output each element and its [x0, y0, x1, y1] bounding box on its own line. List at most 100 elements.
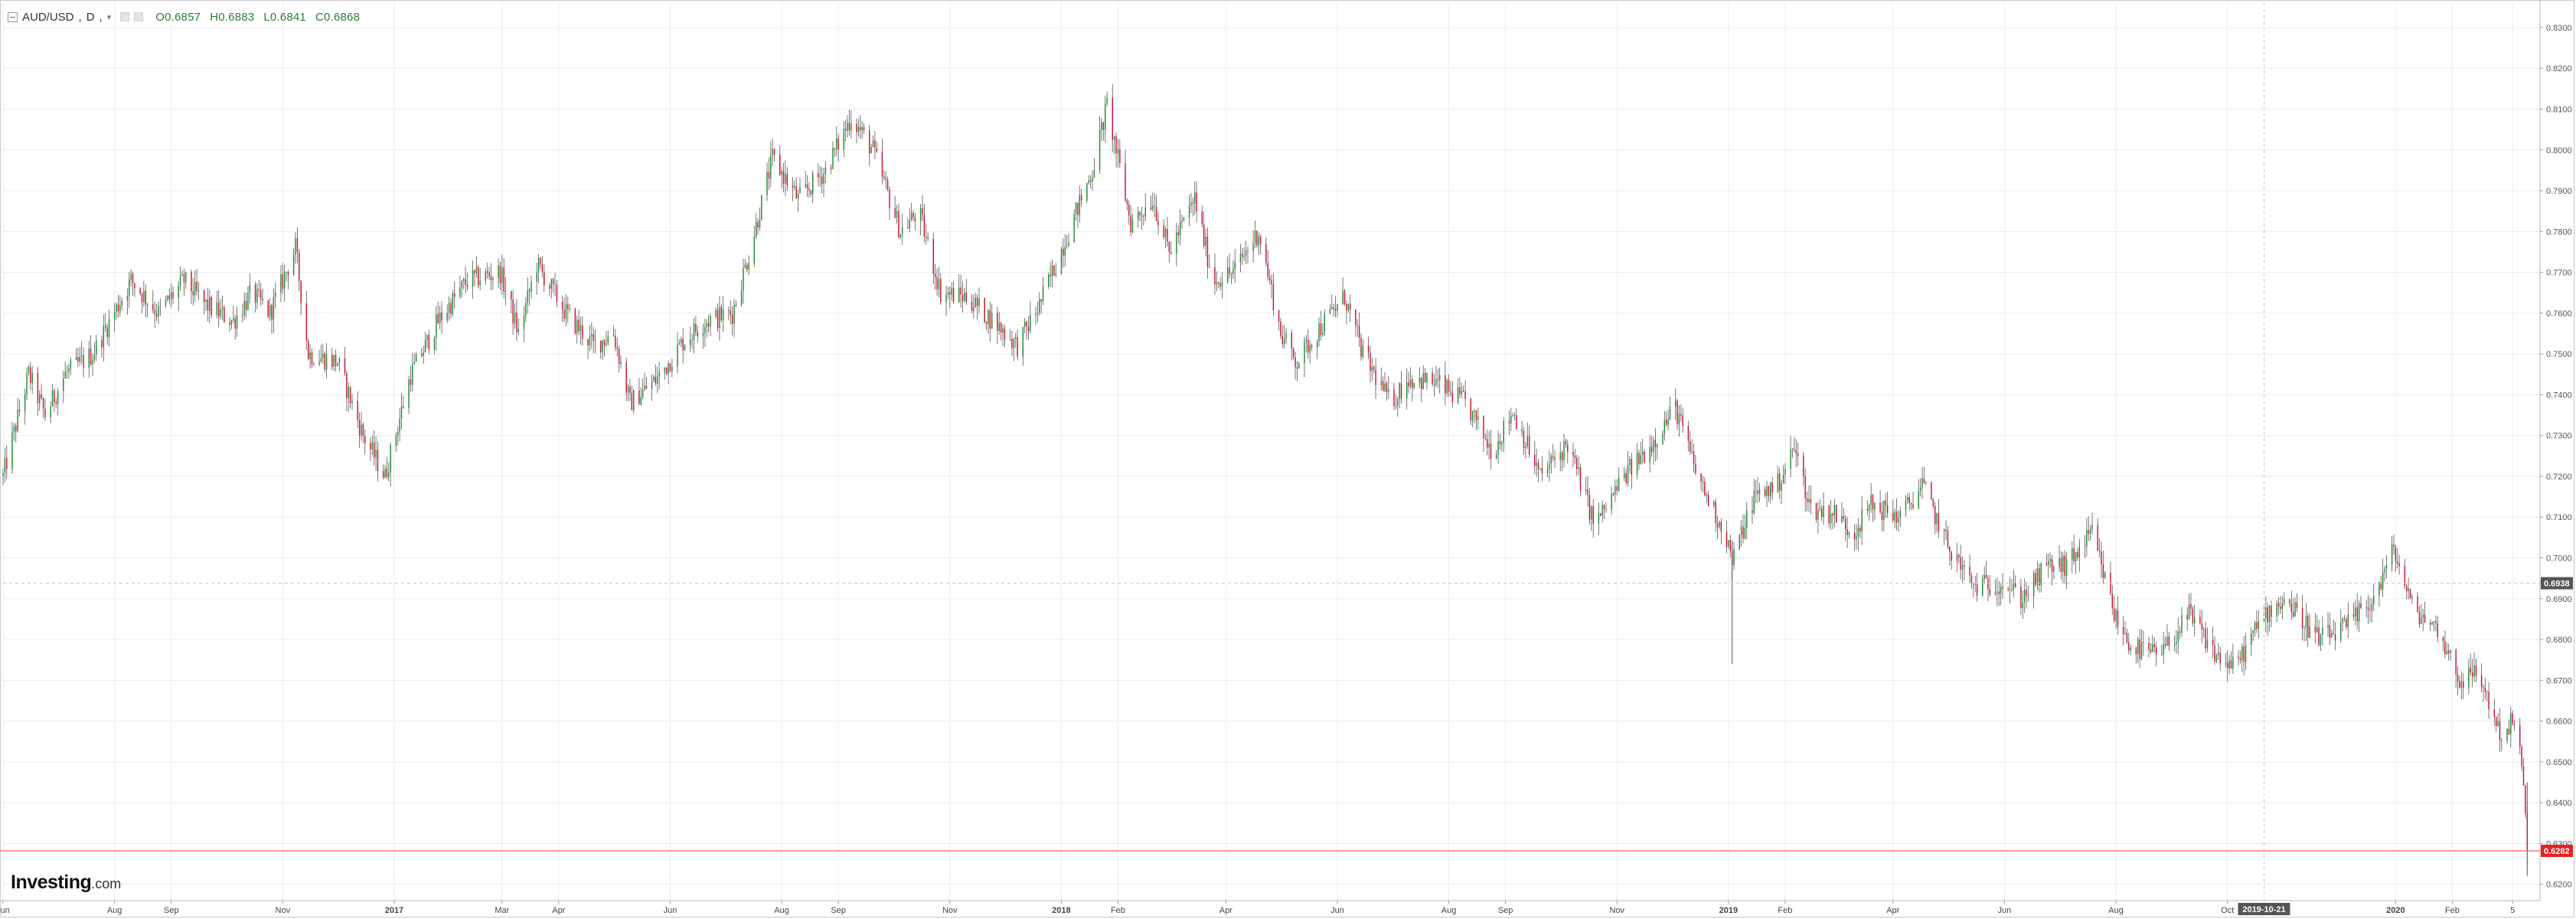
candle-up: [1243, 256, 1245, 257]
candle-up: [17, 409, 18, 432]
candle-up: [525, 303, 527, 316]
candle-up: [93, 355, 96, 360]
candle-up: [1513, 415, 1516, 417]
candle-down: [1011, 338, 1013, 348]
candle-up: [2241, 646, 2243, 660]
candle-down: [437, 314, 439, 323]
candle-up: [1746, 510, 1748, 528]
candle-up: [2320, 634, 2322, 646]
candle-up: [514, 312, 516, 324]
x-tick-label: Aug: [2108, 906, 2124, 915]
candle-down: [1484, 438, 1487, 440]
candle-up: [1446, 379, 1448, 394]
x-tick-label: Apr: [1219, 906, 1232, 915]
candle-down: [1358, 325, 1360, 338]
candle-up: [657, 377, 658, 384]
candle-down: [1373, 366, 1375, 370]
candle-up: [744, 264, 746, 269]
candle-down: [2035, 573, 2036, 585]
candle-down: [1141, 215, 1143, 217]
candle-down: [1844, 518, 1846, 529]
candle-down: [1998, 591, 2000, 594]
candle-up: [80, 355, 83, 357]
candle-down: [1281, 335, 1284, 345]
candle-down: [1521, 429, 1523, 431]
candle-down: [1768, 486, 1770, 497]
candle-down: [503, 267, 504, 293]
candle-up: [167, 295, 168, 300]
candle-down: [1987, 578, 1989, 589]
candle-up: [24, 394, 26, 412]
candle-down: [1344, 290, 1346, 305]
candle-down: [2227, 662, 2228, 669]
candle-up: [121, 300, 122, 306]
candle-down: [834, 148, 836, 149]
candle-up: [433, 338, 436, 350]
candle-up: [1667, 418, 1669, 425]
candle-down: [357, 401, 358, 420]
candle-up: [2281, 603, 2284, 610]
settings-square-icon[interactable]: [120, 12, 130, 21]
candle-up: [439, 312, 441, 323]
candle-down: [152, 304, 154, 310]
candle-up: [2000, 587, 2002, 594]
candle-down: [869, 129, 870, 154]
candle-down: [254, 284, 256, 303]
candle-down: [1779, 473, 1781, 491]
candle-up: [2252, 630, 2254, 634]
candle-down: [1375, 369, 1376, 385]
candle-up: [1318, 323, 1320, 342]
candle-up: [1435, 379, 1437, 385]
candle-up: [221, 307, 224, 309]
candle-up: [1347, 303, 1349, 311]
candle-down: [883, 175, 885, 178]
candle-down: [234, 318, 236, 329]
candle-up: [1413, 383, 1415, 388]
candle-up: [527, 289, 528, 303]
candle-up: [2215, 654, 2218, 662]
candle-up: [759, 220, 761, 228]
candle-down: [1872, 495, 1874, 510]
candle-down: [1938, 513, 1940, 531]
candle-up: [1894, 511, 1895, 521]
candle-down: [1537, 463, 1539, 469]
candle-down: [1393, 389, 1395, 407]
remove-square-icon[interactable]: [134, 12, 144, 21]
candle-down: [923, 214, 926, 237]
candle-down: [1027, 326, 1030, 332]
candle-up: [280, 274, 282, 293]
candle-down: [1177, 232, 1179, 236]
candle-down: [196, 281, 198, 291]
candle-down: [2397, 561, 2398, 564]
candle-up: [1563, 441, 1565, 461]
candle-down: [2045, 564, 2048, 566]
candle-down: [2484, 687, 2486, 692]
candle-down: [2519, 724, 2521, 747]
candle-down: [2077, 551, 2078, 558]
candle-down: [1603, 504, 1605, 509]
candle-up: [1733, 548, 1735, 565]
crosshair-date-label-bg: [2238, 903, 2290, 915]
candle-down: [2471, 672, 2473, 677]
crosshair-date-label-text: 2019-10-21: [2242, 905, 2285, 914]
candle-up: [1384, 383, 1386, 391]
candle-up: [1051, 265, 1053, 276]
candle-down: [1729, 540, 1732, 551]
candle-up: [1830, 513, 1832, 524]
x-tick-label: 5: [2510, 906, 2515, 915]
candle-up: [1497, 440, 1499, 456]
candle-up: [1409, 379, 1412, 387]
chevron-down-icon[interactable]: ▾: [106, 12, 112, 22]
candle-down: [638, 390, 640, 405]
candle-down: [1218, 282, 1219, 284]
candle-up: [375, 450, 377, 458]
candle-down: [1650, 446, 1653, 453]
collapse-toggle-icon[interactable]: [8, 11, 18, 22]
candle-down: [2395, 546, 2397, 561]
candle-down: [2430, 623, 2431, 625]
investing-logo[interactable]: Investing.com: [11, 872, 122, 893]
candle-up: [1188, 205, 1190, 217]
candle-up: [766, 172, 768, 195]
